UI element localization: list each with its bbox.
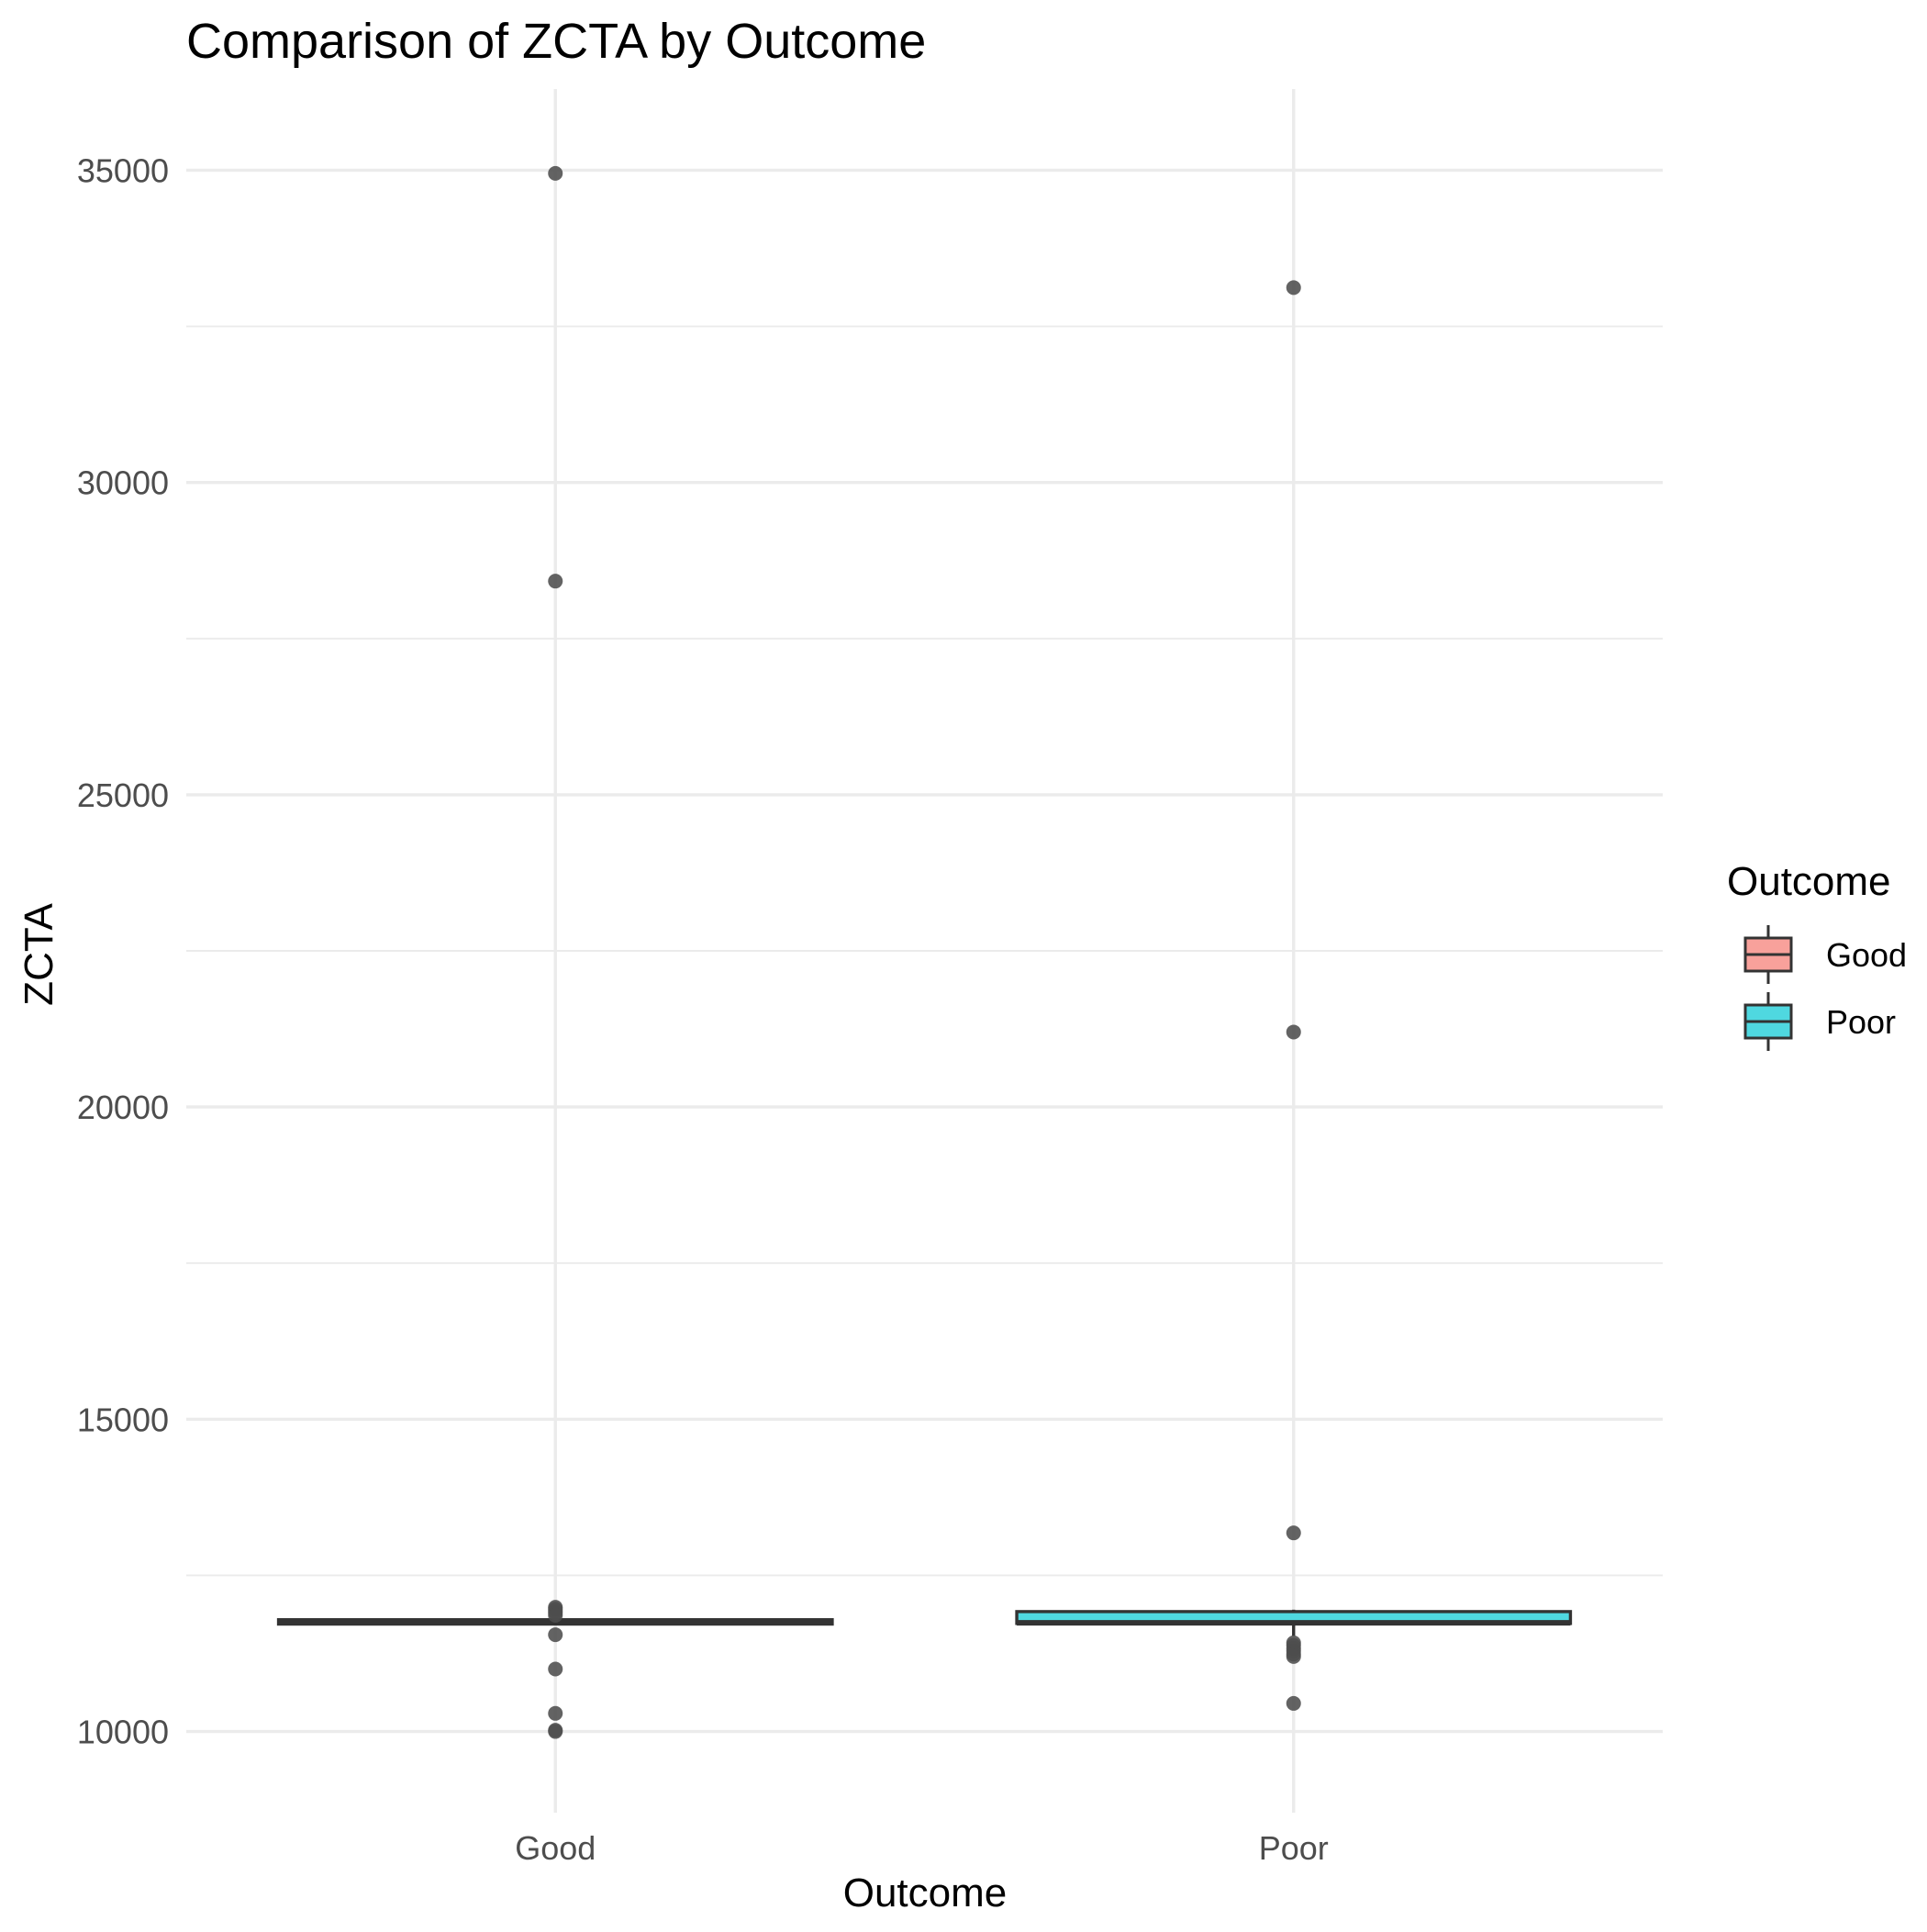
y-tick-label: 10000 xyxy=(77,1714,169,1751)
legend-label: Good xyxy=(1826,936,1907,974)
x-tick-label: Poor xyxy=(1259,1829,1329,1867)
legend-label: Poor xyxy=(1826,1003,1896,1041)
outlier-point xyxy=(548,1724,563,1739)
y-tick-label: 15000 xyxy=(77,1401,169,1438)
outlier-point xyxy=(548,165,563,181)
grid-lines xyxy=(186,89,1663,1813)
box-group-poor xyxy=(1015,280,1573,1711)
chart-title: Comparison of ZCTA by Outcome xyxy=(186,14,926,69)
x-tick-label: Good xyxy=(515,1829,596,1867)
outlier-point xyxy=(1286,1024,1301,1040)
y-tick-label: 20000 xyxy=(77,1089,169,1126)
outlier-point xyxy=(1286,280,1301,296)
box-group-good xyxy=(276,165,834,1739)
y-axis-title: ZCTA xyxy=(17,903,61,1006)
legend-title: Outcome xyxy=(1727,859,1891,904)
legend-item-poor: Poor xyxy=(1743,992,1896,1051)
legend-entries: Good Poor xyxy=(1743,925,1907,1051)
outlier-point xyxy=(548,1661,563,1677)
legend-item-good: Good xyxy=(1743,925,1907,984)
tick-labels: 10000 15000 20000 25000 30000 35000 Good Poor xyxy=(77,151,1329,1867)
outlier-point xyxy=(1286,1695,1301,1711)
y-tick-label: 25000 xyxy=(77,776,169,814)
y-tick-label: 30000 xyxy=(77,464,169,502)
outlier-point xyxy=(548,574,563,589)
outlier-point xyxy=(1286,1525,1301,1541)
legend: Outcome Good Poor xyxy=(1727,859,1907,1051)
box-layer xyxy=(276,165,1573,1739)
x-axis-title: Outcome xyxy=(843,1871,1008,1915)
outlier-point xyxy=(548,1705,563,1721)
outlier-point xyxy=(1286,1648,1301,1664)
outlier-point xyxy=(548,1627,563,1643)
y-tick-label: 35000 xyxy=(77,151,169,189)
outlier-point xyxy=(548,1607,563,1623)
